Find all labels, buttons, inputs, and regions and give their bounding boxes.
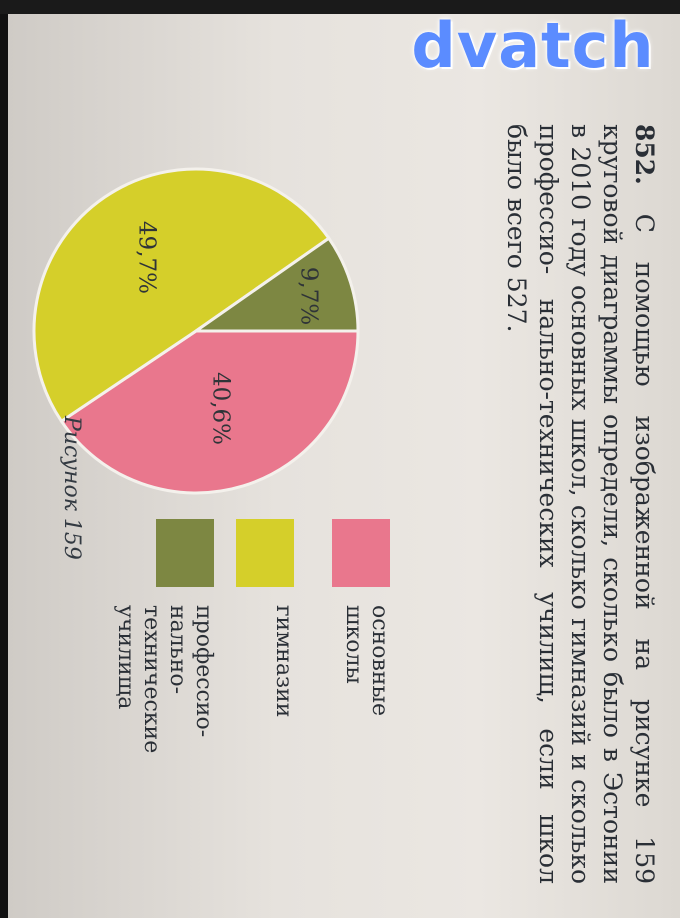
legend-label-line: училища bbox=[113, 605, 138, 710]
legend-label-line: нально- bbox=[165, 605, 190, 695]
pie-value-label: 9,7% bbox=[295, 267, 321, 325]
legend-swatch bbox=[236, 519, 294, 587]
legend-label-line: гимназии bbox=[271, 605, 296, 718]
pie-value-label: 49,7% bbox=[134, 221, 160, 294]
pie-slice-basic-schools bbox=[59, 329, 360, 495]
legend-label: гимназии bbox=[270, 605, 296, 795]
pie-chart: 40,6% 49,7% 9,7% bbox=[32, 167, 360, 495]
top-bar bbox=[0, 0, 680, 14]
pie-slice-gymnasiums bbox=[32, 167, 331, 424]
chart-legend: основные школы гимназии профессио- нальн… bbox=[100, 519, 392, 899]
figure-caption: Рисунок 159 bbox=[59, 416, 84, 560]
rotated-content: 852. С помощью изображенной на рисунке 1… bbox=[8, 14, 680, 918]
legend-label: основные школы bbox=[340, 605, 392, 795]
legend-label-line: технические bbox=[139, 605, 164, 754]
watermark-logo: dvatch bbox=[411, 9, 655, 82]
legend-swatch bbox=[332, 519, 390, 587]
legend-label-line: школы bbox=[341, 605, 366, 684]
legend-label-line: профессио- bbox=[191, 605, 216, 738]
pie-value-label: 40,6% bbox=[208, 372, 234, 445]
legend-swatch bbox=[156, 519, 214, 587]
legend-label: профессио- нально- технические училища bbox=[112, 605, 216, 795]
textbook-page: 852. С помощью изображенной на рисунке 1… bbox=[8, 14, 680, 918]
legend-label-line: основные bbox=[367, 605, 392, 717]
pie-slice-vocational-schools bbox=[191, 236, 360, 333]
